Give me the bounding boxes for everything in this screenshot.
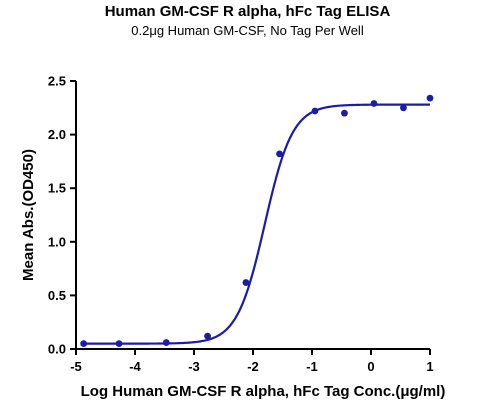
x-tick-label: -3 (188, 359, 200, 374)
x-tick-label: -2 (247, 359, 259, 374)
data-point (311, 107, 319, 115)
data-point (370, 100, 378, 107)
fit-curve (83, 103, 430, 345)
y-axis-label: Mean Abs.(OD450) (20, 149, 37, 281)
data-point (426, 94, 434, 102)
x-tick-label: 0 (367, 359, 374, 374)
y-tick-label: 0.5 (48, 288, 66, 303)
data-point (204, 332, 211, 340)
x-ticks: -5 -4 -3 -2 -1 0 1 (70, 349, 434, 374)
x-tick-label: -5 (70, 359, 82, 374)
y-tick-label: 2.5 (48, 74, 66, 89)
x-tick-label: 1 (426, 359, 433, 374)
x-axis-label: Log Human GM-CSF R alpha, hFc Tag Conc.(… (81, 383, 446, 400)
y-tick-label: 2.0 (48, 127, 66, 142)
data-point (115, 340, 123, 348)
axes: -5 -4 -3 -2 -1 0 1 0.0 0.5 1.0 1.5 2.0 2.5 (48, 74, 434, 375)
y-tick-label: 0.0 (48, 342, 66, 357)
data-point (242, 279, 250, 286)
data-points (80, 94, 434, 348)
y-ticks: 0.0 0.5 1.0 1.5 2.0 2.5 (48, 74, 76, 357)
chart-title: Human GM-CSF R alpha, hFc Tag ELISA (105, 3, 391, 20)
chart-subtitle: 0.2μg Human GM-CSF, No Tag Per Well (131, 23, 364, 38)
y-tick-label: 1.0 (48, 234, 66, 249)
data-point (162, 339, 170, 346)
data-point (400, 104, 407, 112)
data-point (80, 340, 88, 348)
data-point (276, 150, 283, 158)
y-tick-label: 1.5 (48, 181, 66, 196)
x-tick-label: -4 (129, 359, 141, 374)
x-tick-label: -1 (306, 359, 318, 374)
data-point (341, 109, 348, 117)
